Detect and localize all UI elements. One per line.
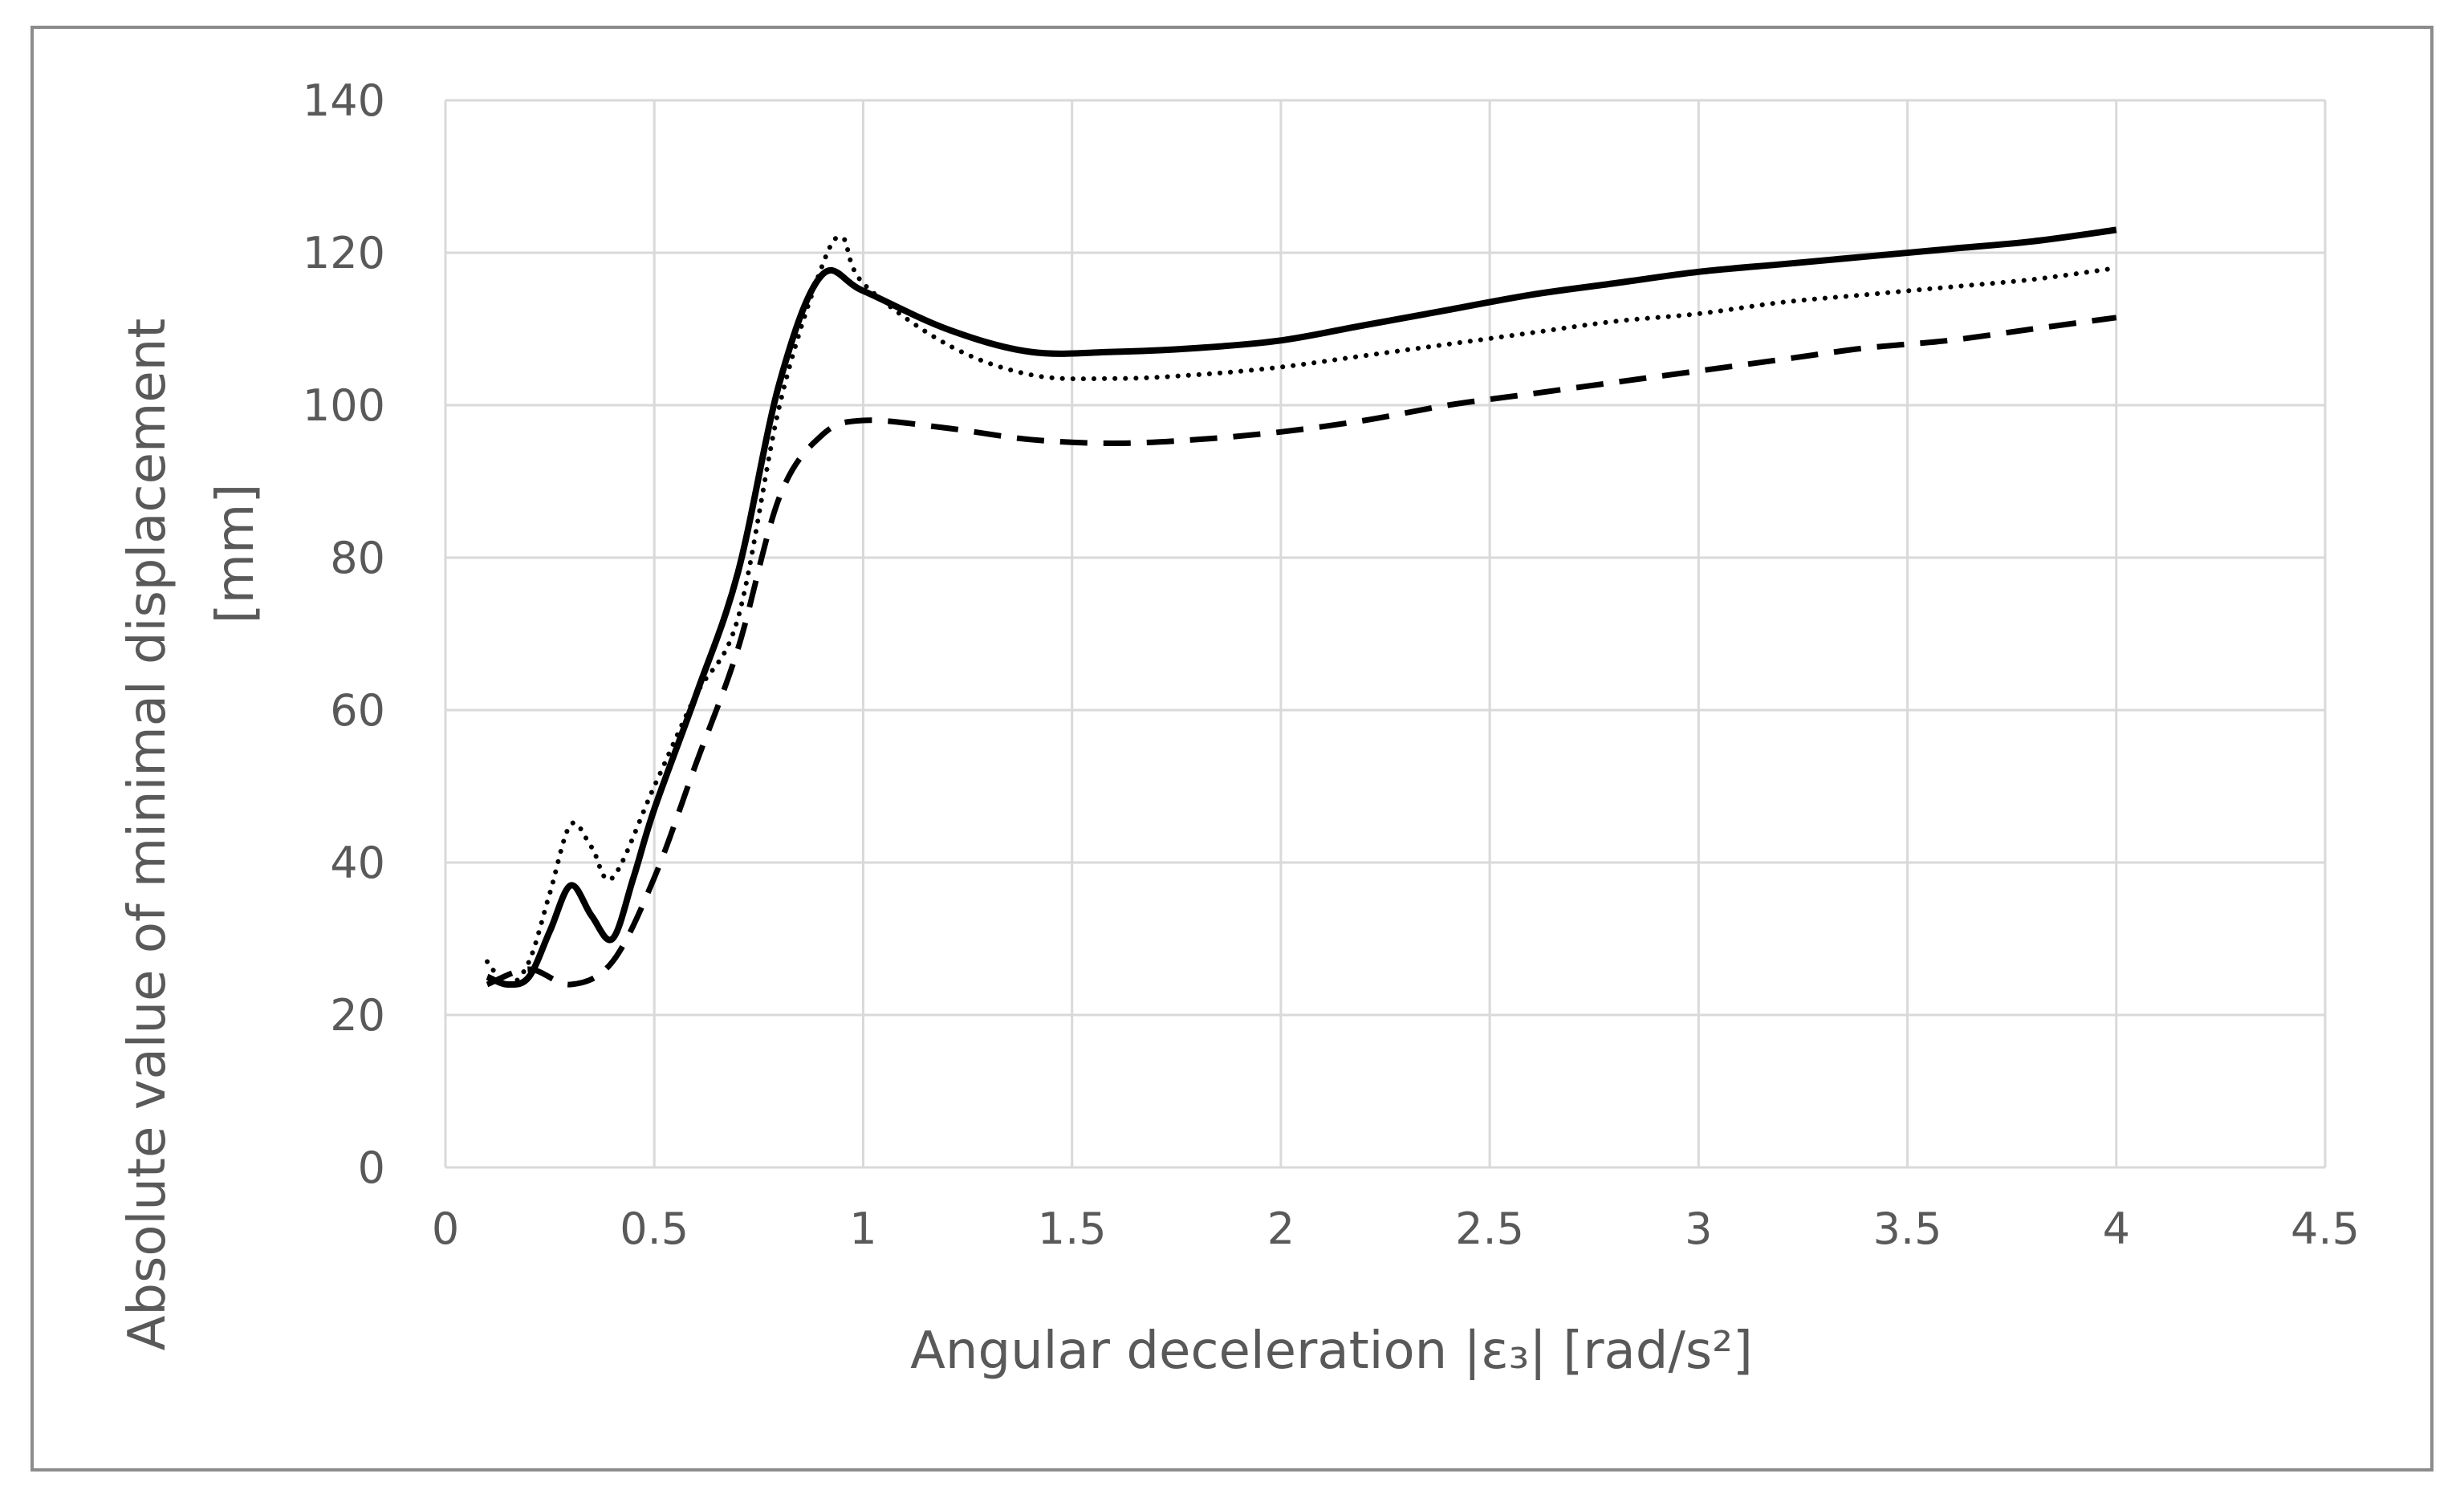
y-tick-label: 0 <box>358 1143 385 1193</box>
y-tick-label: 100 <box>303 380 385 431</box>
x-axis-title: Angular deceleration |ε₃| [rad/s²] <box>910 1321 1753 1381</box>
x-tick-label: 4 <box>2103 1204 2130 1254</box>
x-tick-label: 2.5 <box>1455 1204 1524 1254</box>
series-group <box>485 226 2119 988</box>
x-tick-label: 3 <box>1685 1204 1712 1254</box>
x-tick-label: 3.5 <box>1873 1204 1942 1254</box>
x-tick-label: 0 <box>432 1204 459 1254</box>
x-tick-label: 4.5 <box>2291 1204 2360 1254</box>
series-line-solid <box>486 226 2117 988</box>
series-line-dashed <box>486 315 2117 988</box>
x-tick-label: 2 <box>1267 1204 1295 1254</box>
y-tick-labels: 0 20 40 60 80 100 120 140 <box>303 75 385 1193</box>
y-axis-title-line-2: [mm] <box>206 484 266 624</box>
y-tick-label: 80 <box>330 533 385 583</box>
chart-frame <box>30 26 2434 1472</box>
y-axis-title-line-1: Absolute value of minimal displacement <box>118 319 177 1351</box>
y-tick-label: 120 <box>303 228 385 278</box>
x-tick-label: 0.5 <box>620 1204 689 1254</box>
y-tick-label: 40 <box>330 838 385 888</box>
grid-lines <box>444 99 2327 1169</box>
x-tick-label: 1 <box>849 1204 876 1254</box>
y-tick-label: 20 <box>330 990 385 1041</box>
series-line-dotted <box>485 234 2119 988</box>
y-tick-label: 60 <box>330 685 385 736</box>
x-tick-labels: 0 0.5 1 1.5 2 2.5 3 3.5 4 4.5 <box>432 1204 2360 1254</box>
y-tick-label: 140 <box>303 75 385 126</box>
x-tick-label: 1.5 <box>1038 1204 1107 1254</box>
